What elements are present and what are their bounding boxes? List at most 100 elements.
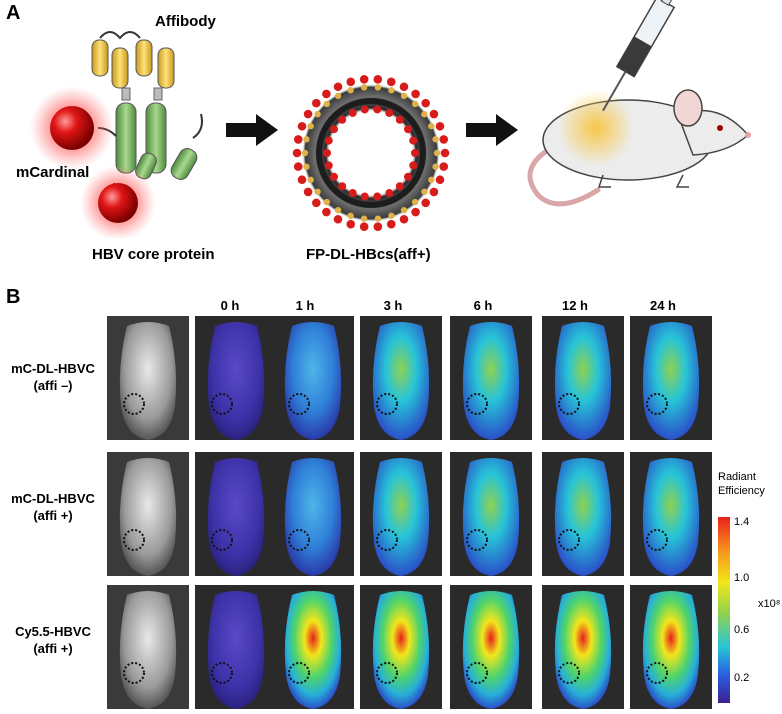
fluorophore-bead — [421, 111, 428, 118]
fluorophore-bead — [400, 206, 408, 214]
fluorophore-bead — [360, 192, 369, 201]
fluorophore-bead — [347, 212, 354, 219]
fluorophore-bead — [360, 105, 369, 114]
fluorophore-bead — [322, 207, 331, 217]
fluorophore-bead — [329, 125, 338, 134]
tumor-region-circle — [376, 393, 398, 415]
fluorophore-bead — [314, 188, 321, 195]
fluorophore-bead — [409, 161, 418, 170]
mouse-body-silhouette — [372, 458, 430, 576]
fluorophore-bead — [307, 176, 314, 184]
tumor-region-circle — [211, 393, 233, 415]
fluorophore-bead — [333, 214, 343, 224]
mouse-body-silhouette — [642, 591, 700, 709]
row-label-cy55-affi-plus: Cy5.5-HBVC (affi +) — [15, 624, 91, 656]
row-label-mc-affi-plus: mC-DL-HBVC (affi +) — [11, 491, 95, 523]
fluorophore-bead — [428, 176, 435, 184]
fluorescence-image-tile — [630, 585, 712, 709]
hbv-core-protein-illustration — [30, 31, 203, 238]
fluorophore-bead — [346, 219, 356, 229]
fluorescence-image-tile — [542, 585, 624, 709]
fluorophore-bead — [346, 77, 356, 87]
panel-b-letter: B — [6, 286, 21, 308]
fluorophore-bead — [303, 163, 310, 170]
tumor-region-circle — [558, 393, 580, 415]
fluorescence-image-tile — [360, 585, 442, 709]
fluorophore-bead — [348, 108, 357, 117]
tumor-region-circle — [211, 662, 233, 684]
tumor-region-circle — [646, 529, 668, 551]
tumor-region-circle — [646, 393, 668, 415]
mouse-body-silhouette — [284, 322, 342, 440]
fluorophore-bead — [324, 136, 333, 145]
mouse-body-silhouette — [207, 591, 265, 709]
fluorophore-bead — [411, 100, 419, 108]
fluorophore-bead — [404, 172, 413, 181]
fluorophore-bead — [411, 198, 419, 206]
fluorophore-bead — [411, 207, 420, 217]
mouse-body-silhouette — [554, 322, 612, 440]
hbv-core-protein-label: HBV core protein — [92, 246, 215, 263]
fluorescence-image-tile — [360, 316, 442, 440]
fluorophore-bead — [292, 148, 302, 158]
fluorophore-bead — [373, 192, 382, 201]
time-header-24h: 24 h — [649, 298, 676, 313]
tumor-region-circle — [376, 529, 398, 551]
mouse-body-silhouette — [462, 458, 520, 576]
fluorophore-bead — [421, 188, 428, 195]
fluorophore-bead — [360, 215, 368, 222]
fluorophore-bead — [435, 121, 445, 131]
fluorophore-bead — [301, 149, 309, 157]
mouse-body-silhouette — [284, 458, 342, 576]
fluorophore-bead — [322, 89, 331, 99]
fluorophore-bead — [400, 92, 408, 100]
fluorophore-bead — [293, 162, 303, 171]
fluorescence-image-tile — [360, 452, 442, 576]
mouse-body-silhouette — [284, 591, 342, 709]
fluorophore-bead — [429, 109, 439, 119]
fluorophore-bead — [373, 222, 383, 231]
fluorophore-bead — [439, 135, 449, 144]
fluorophore-bead — [440, 148, 450, 158]
fluorophore-bead — [439, 162, 449, 171]
fluorophore-bead — [395, 182, 404, 191]
mouse-injection-illustration — [527, 0, 751, 207]
fluorophore-bead — [338, 115, 347, 124]
time-header-1h: 1 h — [295, 298, 315, 313]
mouse-body-silhouette — [372, 322, 430, 440]
mouse-body-silhouette — [462, 322, 520, 440]
tumor-region-circle — [466, 662, 488, 684]
fluorophore-bead — [385, 189, 394, 198]
tumor-region-circle — [646, 662, 668, 684]
mouse-body-silhouette — [462, 591, 520, 709]
time-header-12h: 12 h — [561, 298, 588, 313]
mouse-body-silhouette — [119, 458, 177, 576]
fluorophore-bead — [297, 175, 307, 185]
colorbar — [718, 517, 730, 703]
tumor-region-circle — [466, 529, 488, 551]
fluorophore-bead — [428, 122, 435, 130]
fluorophore-bead — [421, 98, 430, 108]
mouse-body-silhouette — [642, 458, 700, 576]
fluorophore-bead — [329, 172, 338, 181]
fluorophore-bead — [373, 105, 382, 114]
fluorophore-bead — [432, 163, 439, 170]
mouse-photo-tile — [107, 585, 189, 709]
fluorophore-bead — [374, 215, 382, 222]
fluorophore-bead — [399, 82, 409, 92]
fluorescence-image-tile — [630, 316, 712, 440]
fluorophore-bead — [334, 92, 342, 100]
fluorescence-image-tile — [542, 316, 624, 440]
fluorophore-bead — [303, 109, 313, 119]
tumor-region-circle — [558, 662, 580, 684]
mouse-body-silhouette — [554, 591, 612, 709]
fluorophore-bead — [333, 82, 343, 92]
fluorescence-image-tile — [272, 585, 354, 709]
mouse-body-silhouette — [119, 322, 177, 440]
fluorophore-bead — [421, 198, 430, 208]
fluorophore-bead — [429, 187, 439, 197]
tumor-region-circle — [288, 529, 310, 551]
colorbar-title: Radiant Efficiency — [718, 471, 765, 497]
fluorophore-bead — [323, 149, 331, 157]
mouse-photo-tile — [107, 316, 189, 440]
